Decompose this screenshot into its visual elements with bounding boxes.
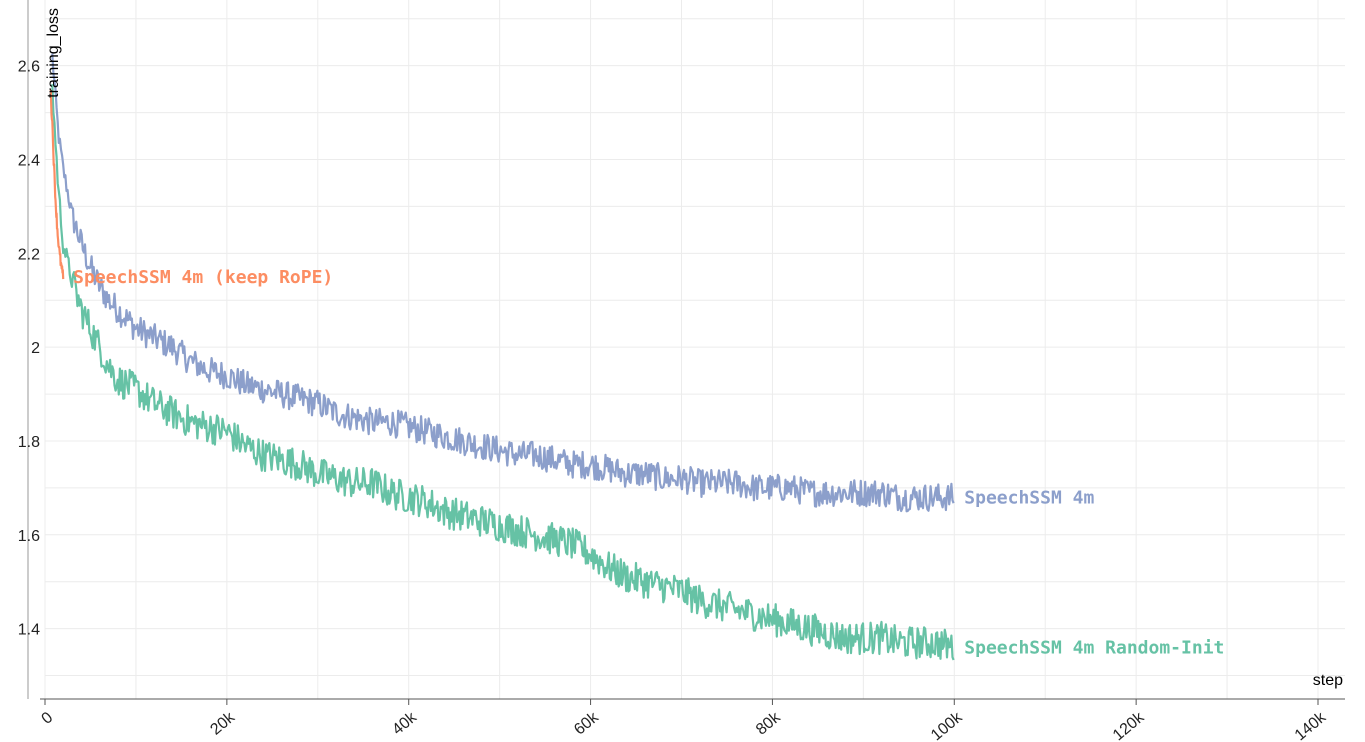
y-tick-label: 1.4 (18, 622, 40, 639)
y-tick-label: 2 (31, 340, 40, 357)
y-tick-label: 1.6 (18, 528, 40, 545)
x-axis-title: step (1313, 672, 1343, 689)
x-tick-label: 20k (207, 708, 238, 738)
series-label: SpeechSSM 4m (keep RoPE) (73, 267, 333, 288)
x-tick-label: 40k (389, 708, 420, 738)
x-tick-label: 140k (1292, 708, 1330, 742)
x-tick-label: 100k (928, 708, 966, 742)
series-label: SpeechSSM 4m Random-Init (964, 637, 1224, 658)
grid (44, 0, 1345, 699)
x-tick-label: 120k (1110, 708, 1148, 742)
series-labels: SpeechSSM 4m SpeechSSM 4m Random-Init Spee… (73, 267, 1224, 659)
series-label: SpeechSSM 4m (964, 487, 1094, 508)
x-tick-label: 80k (753, 708, 784, 738)
series-line (51, 84, 955, 661)
series-line (49, 89, 65, 280)
x-tick-label: 0 (39, 709, 57, 728)
x-tick-label: 60k (571, 708, 602, 738)
y-tick-label: 2.6 (18, 59, 40, 76)
y-tick-label: 1.8 (18, 434, 40, 451)
y-tick-label: 2.4 (18, 153, 40, 170)
y-axis-title: training_loss (45, 8, 62, 98)
series-line (51, 53, 955, 513)
y-tick-label: 2.2 (18, 246, 40, 263)
series-lines (49, 53, 955, 661)
